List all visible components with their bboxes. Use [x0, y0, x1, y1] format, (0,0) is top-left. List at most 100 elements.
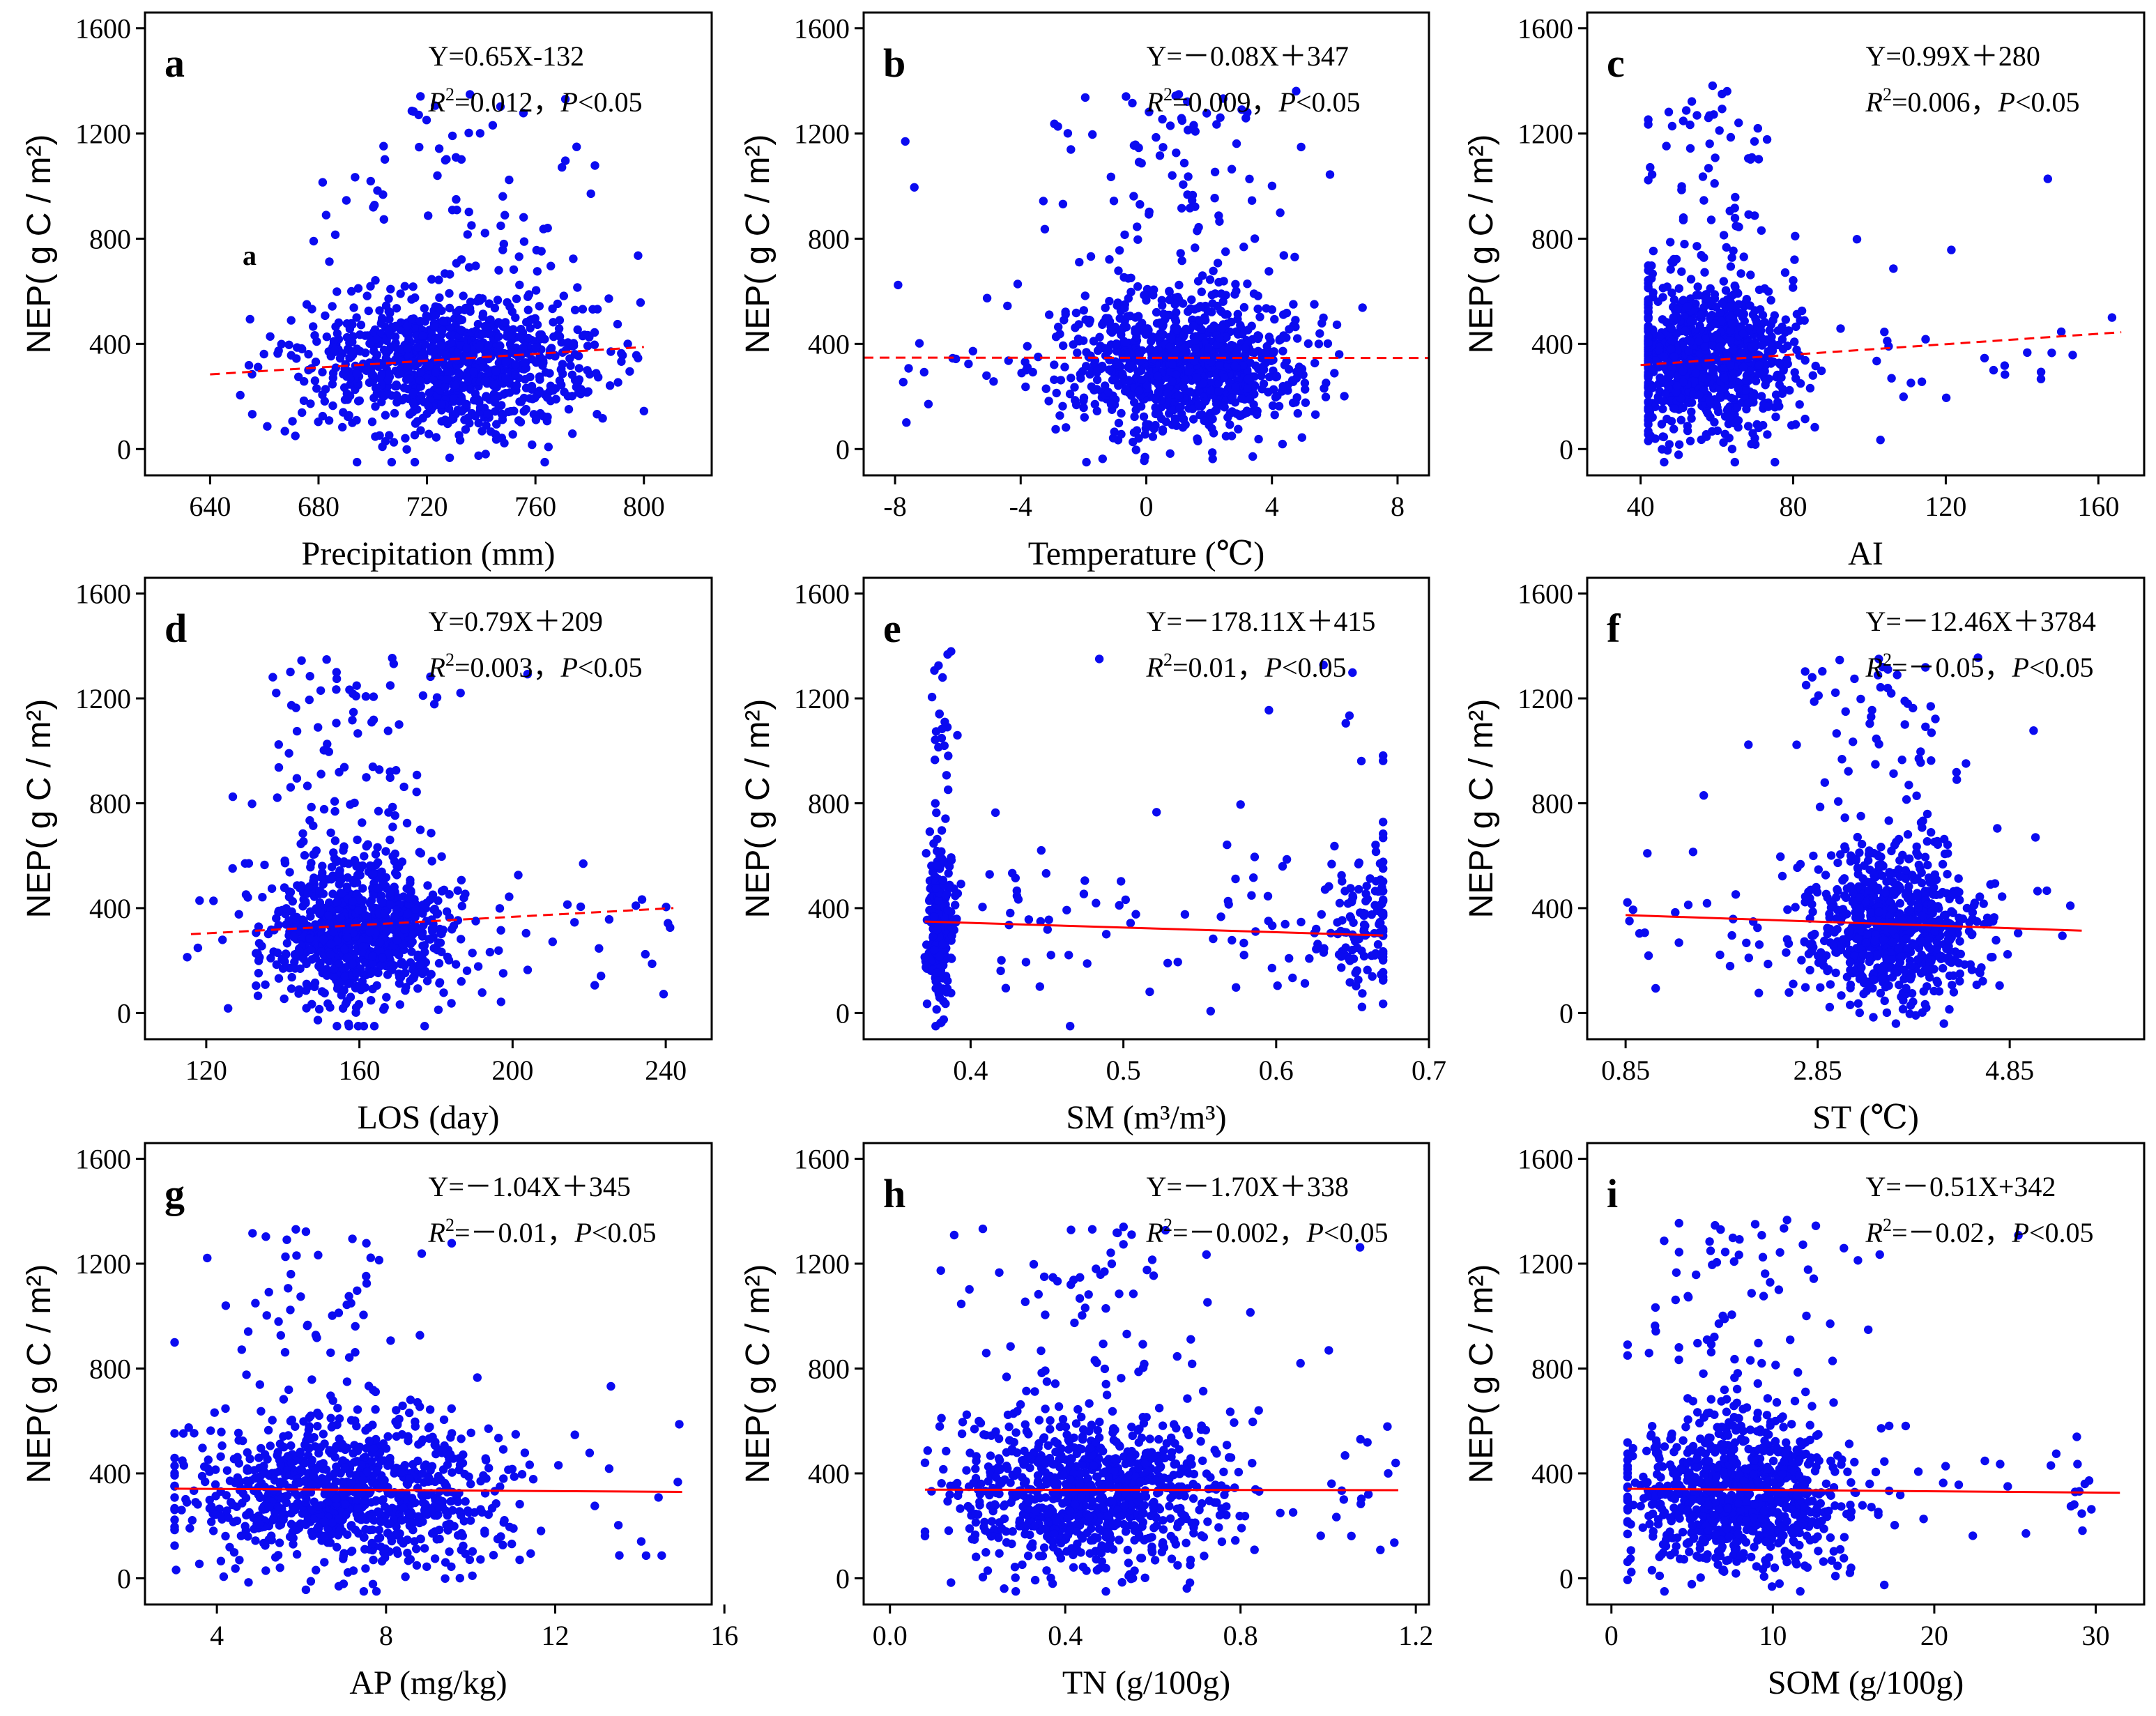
data-point: [1269, 385, 1278, 394]
data-point: [418, 941, 427, 951]
data-point: [968, 346, 978, 355]
data-point: [1980, 353, 1989, 362]
data-point: [1052, 388, 1061, 398]
data-point: [350, 798, 359, 808]
data-point: [1314, 339, 1324, 348]
data-point: [1763, 430, 1772, 439]
data-point: [496, 997, 505, 1006]
data-point: [947, 931, 956, 940]
data-point: [372, 383, 381, 393]
data-point: [583, 342, 592, 351]
data-point: [1050, 360, 1059, 369]
x-tick-label: 640: [189, 491, 231, 522]
data-point: [374, 806, 383, 816]
data-point: [1726, 132, 1736, 142]
data-point: [1836, 324, 1845, 333]
data-point: [1148, 355, 1158, 364]
data-point: [385, 309, 395, 318]
data-point: [942, 891, 951, 900]
data-point: [500, 438, 509, 447]
data-point: [319, 935, 328, 944]
data-point: [901, 137, 910, 146]
data-point: [344, 859, 353, 868]
data-point: [1750, 137, 1759, 146]
x-tick-label: 800: [623, 491, 665, 522]
data-point: [1129, 192, 1138, 201]
data-point: [1761, 381, 1770, 390]
data-point: [259, 349, 268, 359]
data-point: [1223, 840, 1232, 850]
data-point: [405, 410, 414, 419]
data-point: [326, 950, 335, 960]
data-point: [1142, 381, 1152, 390]
data-point: [352, 968, 361, 977]
data-point: [362, 773, 371, 782]
data-point: [1734, 118, 1743, 128]
data-point: [464, 128, 473, 137]
data-point: [489, 380, 499, 389]
data-point: [1644, 313, 1653, 322]
data-point: [1206, 1006, 1216, 1016]
data-point: [195, 896, 204, 905]
data-point: [362, 291, 372, 300]
data-point: [379, 141, 388, 151]
data-point: [1317, 910, 1327, 919]
data-point: [369, 715, 379, 725]
data-point: [385, 835, 395, 845]
data-point: [236, 390, 245, 400]
data-point: [1232, 139, 1241, 148]
data-point: [1272, 371, 1281, 381]
data-point: [1249, 400, 1258, 409]
data-point: [1170, 314, 1180, 324]
data-point: [395, 1000, 404, 1009]
data-point: [385, 773, 395, 783]
data-point: [1647, 261, 1656, 270]
data-point: [1734, 222, 1743, 231]
data-point: [927, 692, 937, 702]
data-point: [494, 266, 503, 275]
data-point: [330, 230, 340, 239]
data-point: [570, 918, 579, 927]
y-tick-label: 1600: [794, 579, 850, 610]
data-point: [352, 313, 361, 322]
data-point: [445, 890, 454, 899]
data-point: [1243, 279, 1252, 289]
data-point: [410, 457, 420, 467]
x-axis-label: Temperature (℃): [1028, 535, 1265, 572]
data-point: [399, 925, 409, 935]
data-point: [484, 368, 493, 377]
data-point: [1103, 314, 1113, 323]
data-point: [1736, 269, 1745, 278]
data-point: [484, 299, 494, 308]
data-point: [332, 897, 342, 907]
data-point: [1677, 267, 1686, 276]
data-point: [532, 358, 541, 367]
data-point: [493, 296, 503, 305]
data-point: [332, 719, 341, 728]
data-point: [567, 392, 576, 401]
data-point: [328, 302, 337, 311]
data-point: [462, 399, 471, 409]
data-point: [287, 972, 296, 982]
data-point: [1849, 737, 1858, 746]
data-point: [473, 297, 482, 306]
data-point: [511, 313, 520, 322]
data-point: [1291, 316, 1300, 325]
data-point: [625, 367, 634, 376]
data-point: [1303, 339, 1313, 348]
data-point: [328, 928, 338, 937]
data-point: [301, 898, 310, 907]
data-point: [340, 395, 350, 404]
data-point: [473, 962, 483, 971]
data-point: [1001, 983, 1011, 993]
data-point: [1756, 326, 1766, 335]
data-point: [1644, 115, 1653, 124]
data-point: [1697, 251, 1706, 260]
data-point: [1276, 335, 1286, 344]
data-point: [1323, 339, 1333, 348]
data-point: [274, 740, 283, 749]
data-point: [1046, 951, 1055, 960]
data-point: [1876, 436, 1885, 445]
data-point: [218, 935, 227, 944]
